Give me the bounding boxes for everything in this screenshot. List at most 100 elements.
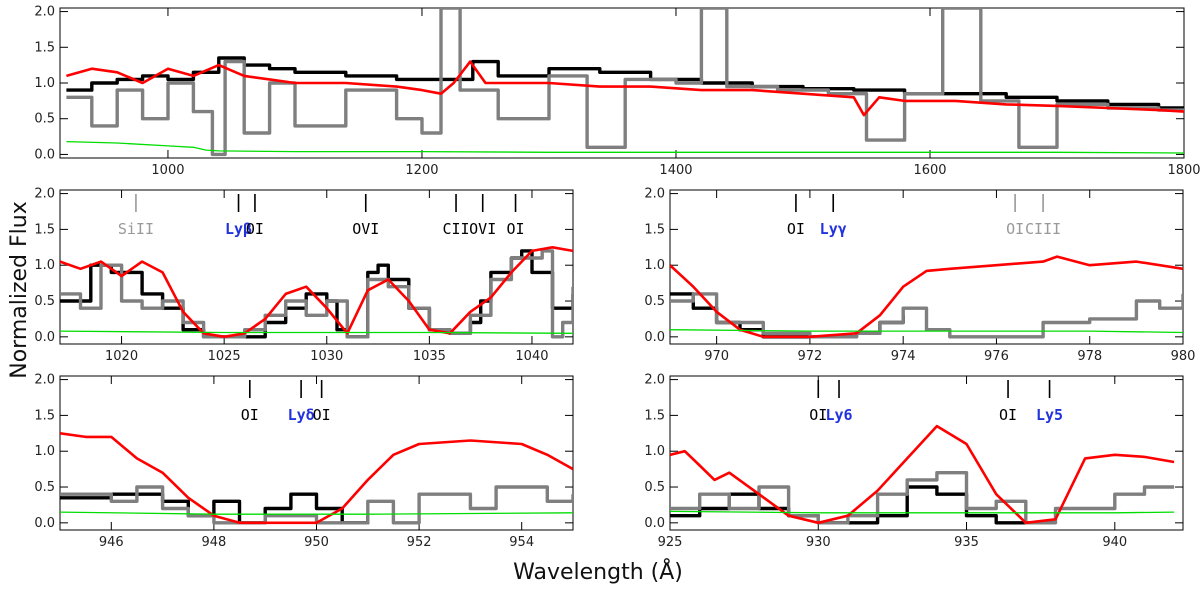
error-series: [66, 140, 1184, 154]
y-tick-label: 2.0: [644, 187, 665, 202]
ion-label: OI: [313, 406, 331, 424]
ion-label: OI: [1006, 220, 1024, 238]
y-tick-label: 1.5: [34, 222, 55, 237]
y-tick-label: 1.5: [644, 408, 665, 423]
ion-label: Ly5: [1036, 406, 1063, 424]
x-tick-label: 970: [704, 349, 729, 364]
y-tick-label: 0.5: [644, 480, 665, 495]
model-series: [60, 246, 573, 339]
ly-gamma-panel: 0.0 0.5 1.0 1.5 2.0 970 972 974 976 978 980 OI Lyγ OI…: [644, 187, 1195, 364]
x-tick-label: 948: [201, 535, 226, 550]
x-axis-title: Wavelength (Å): [513, 558, 683, 585]
y-tick-label: 0.5: [34, 294, 55, 309]
y-tick-label: 1.5: [34, 40, 55, 55]
observed-series: [66, 56, 1184, 111]
y-tick-label: 0.5: [34, 480, 55, 495]
full-spectrum-panel: 0.0 0.5 1.0 1.5 2.0 1000 1200 1400 1600 1800: [34, 5, 1200, 178]
x-tick-label: 954: [509, 535, 534, 550]
plot-frame: [669, 375, 1184, 531]
series-group: [60, 246, 573, 339]
y-axis-title: Normalized Flux: [7, 201, 32, 378]
series-group: [60, 432, 573, 525]
model-series: [60, 432, 573, 525]
x-tick-label: 974: [891, 349, 916, 364]
ion-label: Lyγ: [820, 220, 847, 238]
x-tick-label: 1400: [659, 163, 692, 178]
ion-label: CIII: [1025, 220, 1061, 238]
x-tick-label: 976: [984, 349, 1009, 364]
x-tick-label: 940: [1102, 535, 1127, 550]
x-tick-label: 946: [99, 535, 124, 550]
comparison-series: [670, 471, 1175, 525]
error-series: [670, 510, 1175, 514]
y-tick-label: 1.0: [34, 444, 55, 459]
x-tick-label: 1200: [405, 163, 438, 178]
x-tick-label: 1035: [413, 349, 446, 364]
x-tick-label: 950: [304, 535, 329, 550]
x-tick-label: 980: [1171, 349, 1196, 364]
y-tick-label: 0.0: [644, 516, 665, 531]
model-series: [66, 60, 1184, 117]
ion-label: OI: [787, 220, 805, 238]
y-tick-label: 0.0: [34, 147, 55, 162]
x-tick-label: 972: [797, 349, 822, 364]
x-tick-label: 1020: [105, 349, 138, 364]
y-tick-label: 1.5: [34, 408, 55, 423]
y-tick-label: 0.0: [34, 330, 55, 345]
y-tick-label: 2.0: [644, 373, 665, 388]
x-tick-label: 935: [954, 535, 979, 550]
ion-label: OI: [809, 406, 827, 424]
y-tick-label: 1.0: [34, 76, 55, 91]
ion-label: SiII: [118, 220, 154, 238]
plot-frame: [669, 189, 1184, 345]
y-tick-label: 0.0: [34, 516, 55, 531]
y-tick-label: 0.5: [644, 294, 665, 309]
series-group: [66, 8, 1184, 157]
comparison-series: [66, 8, 1184, 157]
x-tick-label: 1030: [310, 349, 343, 364]
y-tick-label: 1.0: [644, 444, 665, 459]
y-tick-label: 0.5: [34, 112, 55, 127]
ion-label: CII: [442, 220, 469, 238]
ly-beta-panel: 0.0 0.5 1.0 1.5 2.0 1020 1025 1030 1035 1040 SiII L…: [34, 187, 574, 364]
ion-label: Lyδ: [288, 406, 315, 424]
x-tick-label: 1600: [913, 163, 946, 178]
y-tick-label: 2.0: [34, 373, 55, 388]
y-tick-label: 2.0: [34, 187, 55, 202]
ion-label: OVI: [469, 220, 496, 238]
error-series: [670, 329, 1183, 334]
x-tick-label: 930: [806, 535, 831, 550]
x-tick-label: 925: [658, 535, 683, 550]
x-tick-label: 1800: [1167, 163, 1200, 178]
x-tick-label: 978: [1077, 349, 1102, 364]
y-tick-label: 2.0: [34, 5, 55, 20]
y-tick-label: 1.0: [644, 258, 665, 273]
series-group: [670, 255, 1183, 339]
ion-label: Ly6: [825, 406, 852, 424]
error-series: [60, 511, 573, 515]
series-group: [670, 424, 1175, 525]
x-tick-label: 1000: [151, 163, 184, 178]
ion-label: OI: [999, 406, 1017, 424]
ion-label: OI: [241, 406, 259, 424]
y-tick-label: 1.5: [644, 222, 665, 237]
y-tick-label: 1.0: [34, 258, 55, 273]
y-tick-label: 0.0: [644, 330, 665, 345]
comparison-series: [60, 485, 573, 525]
model-series: [670, 255, 1183, 339]
x-tick-label: 1025: [208, 349, 241, 364]
comparison-series: [670, 292, 1183, 339]
x-tick-label: 1040: [515, 349, 548, 364]
plot-frame: [59, 7, 1185, 159]
error-series: [60, 330, 573, 334]
ion-label: Lyβ: [225, 220, 252, 238]
ion-label: OVI: [352, 220, 379, 238]
plot-frame: [59, 189, 574, 345]
model-series: [670, 424, 1175, 525]
ion-label: OI: [246, 220, 264, 238]
comparison-series: [60, 249, 573, 339]
